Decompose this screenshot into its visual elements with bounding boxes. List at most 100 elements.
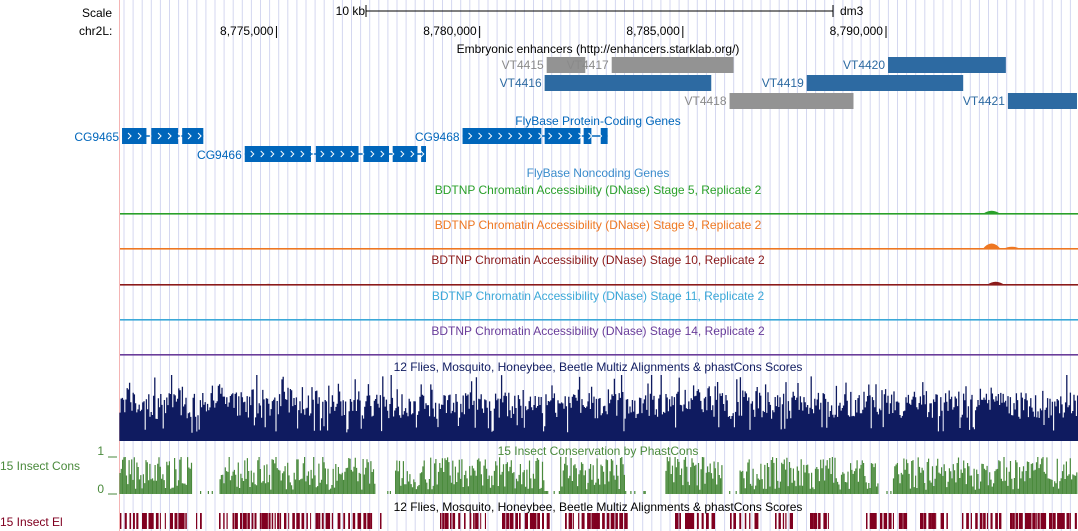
gene-exon[interactable] (122, 128, 147, 144)
enhancer-block[interactable] (729, 93, 854, 109)
conserved-element (129, 513, 132, 529)
gene-exon[interactable] (600, 128, 608, 144)
enhancer-label[interactable]: VT4421 (963, 94, 1005, 108)
dnase-track-4[interactable]: BDTNP Chromatin Accessibility (DNase) St… (120, 289, 1078, 321)
conserved-element (789, 513, 793, 529)
gene-exon[interactable] (392, 146, 418, 162)
conserved-element (596, 513, 600, 529)
dnase-peak (551, 212, 570, 214)
conserved-element (730, 513, 732, 529)
gene-exon[interactable] (583, 128, 592, 144)
phastcons-track[interactable]: 15 Insect Conservation by PhastCons 15 I… (0, 444, 1078, 496)
gene-exon[interactable] (315, 146, 359, 162)
enhancer-block[interactable] (806, 75, 964, 91)
enhancer-vt4416[interactable]: VT4416 (500, 75, 712, 91)
conserved-element (120, 513, 122, 529)
ruler-track[interactable]: Scale 10 kb dm3 chr2L: 8,775,000 8,780,00… (79, 4, 887, 38)
enhancer-label[interactable]: VT4420 (843, 58, 885, 72)
conserved-element (711, 513, 715, 529)
conserved-element (995, 513, 998, 529)
conserved-element (591, 513, 594, 529)
strand-arrow (400, 150, 405, 158)
enhancer-label[interactable]: VT4416 (500, 76, 542, 90)
conserved-element (615, 513, 618, 529)
conserved-element (144, 513, 147, 529)
conserved-elements-track[interactable]: 12 Flies, Mosquito, Honeybee, Beetle Mul… (0, 500, 1077, 529)
conserved-element (254, 513, 257, 529)
gene-exon[interactable] (363, 146, 390, 162)
conserved-element (318, 513, 321, 529)
conserved-element (866, 513, 868, 529)
phastcons-score-bars (119, 457, 1078, 494)
enhancers-track[interactable]: Embryonic enhancers (http://enhancers.st… (457, 42, 1077, 109)
conserved-element-blocks (120, 513, 1077, 529)
strand-arrow (518, 132, 523, 140)
enhancer-vt4415[interactable]: VT4415 (502, 57, 586, 73)
gene-cg9465[interactable]: CG9465 (74, 128, 204, 144)
gene-cg9466[interactable]: CG9466 (197, 146, 426, 162)
enhancer-label[interactable]: VT4419 (762, 76, 804, 90)
conserved-element (875, 513, 877, 529)
enhancer-vt4421[interactable]: VT4421 (963, 93, 1077, 109)
strand-arrow (177, 132, 182, 140)
conserved-element (452, 513, 456, 529)
conserved-element (234, 513, 238, 529)
enhancers-track-title: Embryonic enhancers (http://enhancers.st… (457, 42, 740, 56)
enhancer-label[interactable]: VT4417 (567, 58, 609, 72)
conserved-element (749, 513, 751, 529)
dnase-track-5[interactable]: BDTNP Chromatin Accessibility (DNase) St… (120, 324, 1078, 356)
enhancer-block[interactable] (544, 75, 712, 91)
gene-exon[interactable] (151, 128, 179, 144)
dnase-track-2[interactable]: BDTNP Chromatin Accessibility (DNase) St… (120, 218, 1078, 250)
conserved-element (142, 513, 146, 529)
enhancer-label[interactable]: VT4415 (502, 58, 544, 72)
conserved-element (923, 513, 927, 529)
multiz-bar-path (119, 375, 1078, 441)
enhancer-block[interactable] (1007, 93, 1077, 109)
gene-items[interactable]: CG9465 CG9466 CG9468 (74, 128, 608, 162)
enhancer-vt4420[interactable]: VT4420 (843, 57, 1006, 73)
strand-arrow (320, 150, 325, 158)
gene-exon[interactable] (244, 146, 311, 162)
conserved-element (602, 513, 605, 529)
gene-label[interactable]: CG9466 (197, 148, 242, 162)
conserved-element (274, 513, 276, 529)
conserved-element (578, 513, 580, 529)
gene-exon[interactable] (544, 128, 581, 144)
gene-label[interactable]: CG9465 (74, 130, 119, 144)
noncoding-genes-track[interactable]: FlyBase Noncoding Genes (527, 166, 670, 180)
conserved-element (296, 513, 299, 529)
gene-cg9468[interactable]: CG9468 (415, 128, 608, 144)
dnase-track-3[interactable]: BDTNP Chromatin Accessibility (DNase) St… (120, 253, 1078, 286)
ruler-position-label: 8,775,000 (220, 24, 274, 38)
dnase-track-title: BDTNP Chromatin Accessibility (DNase) St… (435, 218, 762, 232)
protein-coding-genes-track[interactable]: FlyBase Protein-Coding Genes CG9465CG946… (74, 114, 681, 162)
dnase-tracks[interactable]: BDTNP Chromatin Accessibility (DNase) St… (120, 183, 1078, 356)
conserved-element (970, 513, 972, 529)
enhancer-vt4419[interactable]: VT4419 (762, 75, 964, 91)
enhancer-items[interactable]: VT4415 VT4417 VT4416 VT4419 VT4420 VT4418 VT44… (500, 57, 1077, 109)
enhancer-vt4418[interactable]: VT4418 (685, 93, 854, 109)
conserved-element (966, 513, 969, 529)
enhancer-block[interactable] (611, 57, 734, 73)
enhancer-vt4417[interactable]: VT4417 (567, 57, 734, 73)
elements-side-label[interactable]: 15 Insect El (0, 515, 63, 529)
dnase-track-title: BDTNP Chromatin Accessibility (DNase) St… (432, 289, 765, 303)
gene-label[interactable]: CG9468 (415, 130, 460, 144)
enhancer-block[interactable] (546, 57, 586, 73)
conserved-element (288, 513, 290, 529)
dnase-track-1[interactable]: BDTNP Chromatin Accessibility (DNase) St… (120, 183, 1078, 215)
conserved-element (542, 513, 544, 529)
conserved-element (178, 513, 183, 529)
dnase-peak (897, 318, 916, 320)
dnase-peak (982, 210, 1001, 214)
multiz-track[interactable]: 12 Flies, Mosquito, Honeybee, Beetle Mul… (119, 360, 1078, 441)
gene-exon[interactable] (182, 128, 204, 144)
conserved-element (268, 513, 271, 529)
phastcons-bar-path (119, 457, 1078, 494)
phastcons-side-label[interactable]: 15 Insect Cons (0, 459, 80, 473)
enhancer-label[interactable]: VT4418 (685, 94, 727, 108)
enhancer-block[interactable] (888, 57, 1006, 73)
